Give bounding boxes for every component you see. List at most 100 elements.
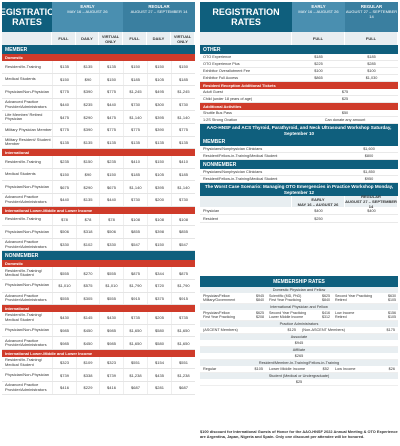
rate-cell: $730 — [123, 193, 147, 206]
rate-cell: $395 — [147, 181, 171, 193]
table-row: Medical Students $150 $90 $150 $185 $105 $185 — [2, 73, 195, 87]
membership-price: $105 — [388, 315, 396, 319]
rate-cell: $200 — [147, 193, 171, 206]
membership-subheader: Resident/Member-In-Training/Fellow-in-Tr… — [200, 360, 398, 366]
registration-rates-table-left: REGISTRATION RATES EARLY MAY 16 – AUGUST … — [0, 2, 195, 395]
rate-cell: $1,238 — [171, 369, 195, 382]
table-row: Physician/Non-Physician $1,010 $575 $1,010 $… — [2, 279, 195, 293]
rate-cell: $739 — [52, 369, 76, 382]
rate-cell: $323 — [52, 356, 76, 369]
rate-cell: $475 — [52, 111, 76, 123]
rate-cell: $108 — [123, 213, 147, 226]
rate-cell: $915 — [171, 292, 195, 305]
footnote: $100 discount for International Guests o… — [200, 429, 398, 439]
course1-nonmember-label: NONMEMBER — [200, 160, 398, 169]
rate-cell: $135 — [76, 61, 99, 73]
rate-cell: $135 — [99, 61, 123, 73]
table-row: Advanced Practice Provider/Administrator… — [2, 193, 195, 207]
rate-cell: $109 — [76, 356, 99, 369]
rate-cell: $985 — [99, 337, 123, 349]
membership-cell: Physician/Fellow Military/Government $945 $… — [200, 293, 266, 303]
rate-cell: $1,650 — [123, 337, 147, 349]
rate-cell: $75 — [341, 90, 349, 94]
rate-cell: $410 — [123, 156, 147, 168]
rate-cell: $547 — [171, 238, 195, 251]
rate-cell: $775 — [52, 123, 76, 136]
row-label: OTO Experience Plus — [203, 62, 240, 66]
right-early-dates: MAY 16 – AUGUST 26 — [298, 9, 339, 14]
membership-type: Second Year Practicing — [269, 310, 307, 315]
rate-cell: $150 — [147, 61, 171, 73]
table-row: Child (under 18 years of age) $25 — [200, 96, 398, 103]
membership-cell: Low Income Retired $156 $105 — [332, 310, 398, 320]
rate-cell: $551 — [171, 356, 195, 369]
right-regular-header: REGULAR AUGUST 27 – SEPTEMBER 14 — [345, 2, 398, 32]
course1-member-label: MEMBER — [200, 137, 398, 146]
membership-prices: $625 $208 — [252, 311, 266, 319]
rate-cell: $398 — [147, 226, 171, 238]
rate-cell: $185 — [123, 168, 147, 181]
rate-cell: $1,140 — [171, 111, 195, 123]
membership-type: Retired — [335, 315, 347, 319]
row-label: Resident/In-Training — [5, 158, 41, 164]
right-regular-label: REGULAR — [360, 4, 383, 9]
course-banner-emergencies: The Worst Case Scenario: Managing OTO Em… — [200, 183, 398, 196]
membership-row: (ASCENT Members) $125 (Non-ASCENT Members)… — [200, 327, 398, 334]
membership-names: Second Year Practicing Lower Middle Incom… — [269, 311, 318, 319]
rate-cell: $25 — [341, 97, 349, 101]
table-row: Military Physician Member $775 $390 $775 $77… — [2, 123, 195, 137]
rate-cell: $400 — [314, 208, 323, 213]
rate-cell: $135 — [123, 136, 147, 149]
rate-cell: $985 — [52, 324, 76, 337]
rate-cell: $338 — [76, 369, 99, 382]
rate-cell: $730 — [171, 98, 195, 111]
rate-cell: $675 — [99, 181, 123, 193]
rate-cell: $102 — [76, 238, 99, 251]
row-label: OTO Experience — [203, 55, 232, 59]
membership-price: $175 — [386, 328, 395, 332]
rate-cell: $580 — [147, 324, 171, 337]
rate-cell: $1,030 — [365, 76, 378, 80]
col-header: VIRTUAL ONLY — [171, 32, 195, 45]
rate-cell: $145 — [76, 312, 99, 324]
rate-cell: $775 — [123, 123, 147, 136]
table-row: Resident/In-Training/ Medical Student $55… — [2, 267, 195, 280]
row-label: Military Resident/ Student Member — [5, 136, 51, 147]
rate-cell: $775 — [171, 123, 195, 136]
course2-early: EARLY MAY 16 – AUGUST 26 — [292, 196, 345, 207]
membership-type: Physician/Fellow — [203, 310, 230, 315]
rate-cell: $865 — [314, 76, 323, 80]
row-label: Advanced Practice Provider/Administrator… — [5, 99, 47, 109]
table-row: Advanced Practice Provider/Administrator… — [2, 382, 195, 395]
membership-subheader: Affiliate — [200, 347, 398, 353]
rate-cell: $1,790 — [171, 279, 195, 292]
table-row: Resident/In-Training $135 $135 $135 $150 $150… — [2, 61, 195, 74]
category-label: International — [2, 149, 195, 157]
row-label: Advanced Practice Provider/Administrator… — [5, 292, 47, 303]
rate-cell: $100 — [367, 69, 376, 73]
category-label: Domestic — [2, 54, 195, 61]
rate-cell: $270 — [76, 267, 99, 279]
rate-cell: $135 — [52, 61, 76, 73]
rate-cell: $440 — [52, 98, 76, 111]
row-label: Resident/In-Training — [5, 63, 41, 69]
membership-type: Low Income — [335, 310, 355, 315]
table-row: Physicians/Nonphysician Clinicians $1,850 — [200, 169, 398, 176]
membership-prices: $945 $840 — [252, 294, 266, 302]
row-label: Physicians/Nonphysician Clinicians — [203, 170, 263, 174]
membership-type: First Year Practicing — [203, 315, 235, 319]
early-dates: MAY 16 – AUGUST 26 — [67, 9, 108, 14]
rate-cell: $555 — [52, 267, 76, 279]
rate-cell: $135 — [52, 136, 76, 149]
rate-cell: $330 — [99, 238, 123, 251]
rate-cell: $185 — [367, 55, 376, 59]
table-row: Resident/Fellow-in-Training/Medical Stud… — [200, 176, 398, 183]
table-row: Shuttle Bus Pass $50 — [200, 110, 398, 117]
rate-cell: $150 — [52, 73, 76, 86]
course2-regular: REGULAR AUGUST 27 – SEPTEMBER 14 — [345, 194, 398, 209]
regular-dates: AUGUST 27 – SEPTEMBER 14 — [130, 9, 188, 14]
rate-cell: $318 — [76, 226, 99, 238]
course-banner-ultrasound: AAO-HNSF and ACS Thyroid, Parathyroid, a… — [200, 124, 398, 137]
rate-cell: $150 — [52, 168, 76, 181]
membership-price: $105 — [254, 367, 263, 371]
